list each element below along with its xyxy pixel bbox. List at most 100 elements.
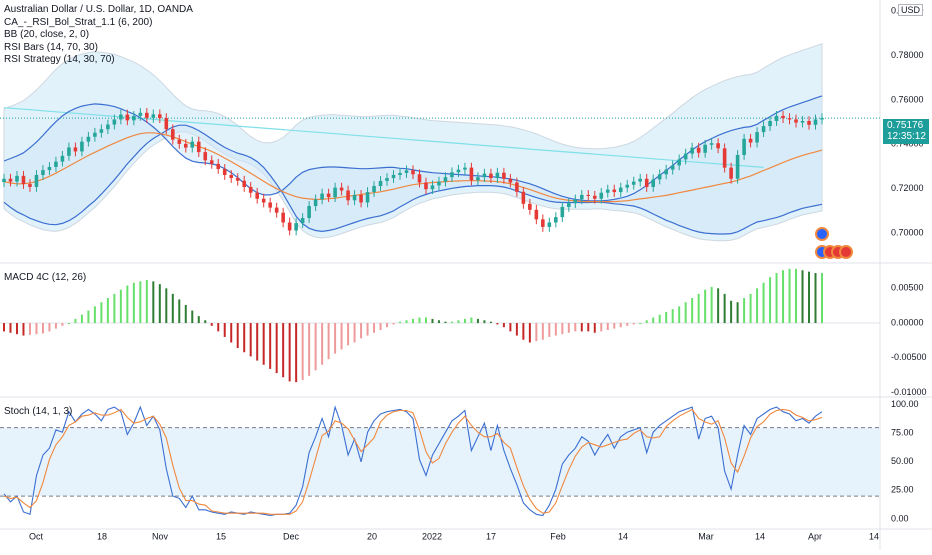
indicator-label-rsi-strategy[interactable]: RSI Strategy (14, 30, 70)	[4, 54, 115, 65]
macd-histogram-bar[interactable]	[736, 302, 739, 324]
event-marker-icon[interactable]	[815, 227, 829, 241]
candle-body[interactable]	[119, 114, 123, 120]
candle-body[interactable]	[132, 115, 136, 121]
macd-histogram-bar[interactable]	[814, 273, 817, 324]
candle-body[interactable]	[502, 172, 506, 179]
indicator-label-strategy[interactable]: CA_-_RSI_Bol_Strat_1.1 (6, 200)	[4, 16, 153, 28]
candle-body[interactable]	[579, 194, 584, 200]
candle-body[interactable]	[158, 114, 162, 119]
macd-histogram-bar[interactable]	[139, 281, 142, 324]
macd-histogram-bar[interactable]	[509, 323, 512, 332]
candle-body[interactable]	[313, 199, 318, 207]
candle-body[interactable]	[586, 194, 591, 196]
symbol-title[interactable]: Australian Dollar / U.S. Dollar, 1D, OAN…	[4, 4, 193, 15]
candle-body[interactable]	[80, 141, 84, 152]
candle-body[interactable]	[644, 178, 649, 187]
macd-histogram-bar[interactable]	[171, 293, 174, 324]
macd-histogram-bar[interactable]	[301, 323, 304, 381]
candle-body[interactable]	[47, 166, 52, 171]
macd-histogram-bar[interactable]	[308, 323, 311, 376]
macd-histogram-bar[interactable]	[223, 323, 226, 337]
candle-body[interactable]	[41, 170, 45, 175]
currency-badge[interactable]: USD	[898, 4, 924, 16]
candle-body[interactable]	[768, 121, 772, 127]
candle-body[interactable]	[268, 202, 272, 208]
candle-body[interactable]	[495, 172, 500, 179]
macd-histogram-bar[interactable]	[113, 293, 116, 324]
macd-histogram-bar[interactable]	[730, 300, 733, 324]
candle-body[interactable]	[794, 119, 798, 123]
macd-histogram-bar[interactable]	[314, 323, 317, 371]
candle-body[interactable]	[183, 143, 188, 148]
macd-histogram-bar[interactable]	[762, 282, 765, 324]
macd-histogram-bar[interactable]	[593, 323, 596, 333]
stoch-pane[interactable]	[0, 405, 880, 517]
candle-body[interactable]	[54, 161, 58, 167]
macd-histogram-bar[interactable]	[412, 318, 414, 324]
macd-histogram-bar[interactable]	[457, 320, 460, 324]
candle-body[interactable]	[683, 153, 688, 160]
macd-pane-title[interactable]: MACD 4C (12, 26)	[4, 272, 87, 283]
candle-body[interactable]	[339, 187, 344, 191]
candle-body[interactable]	[333, 187, 337, 198]
macd-histogram-bar[interactable]	[723, 293, 726, 324]
macd-histogram-bar[interactable]	[561, 323, 564, 335]
candle-body[interactable]	[807, 121, 811, 125]
candle-body[interactable]	[261, 198, 266, 203]
macd-histogram-bar[interactable]	[243, 323, 246, 353]
macd-histogram-bar[interactable]	[756, 288, 759, 324]
macd-histogram-bar[interactable]	[41, 323, 44, 334]
macd-histogram-bar[interactable]	[671, 309, 674, 324]
macd-histogram-bar[interactable]	[632, 323, 635, 325]
candle-body[interactable]	[359, 194, 363, 203]
macd-histogram-bar[interactable]	[74, 318, 77, 324]
macd-histogram-bar[interactable]	[3, 323, 5, 332]
candle-body[interactable]	[528, 203, 532, 210]
candle-body[interactable]	[716, 143, 720, 149]
candle-body[interactable]	[690, 147, 694, 154]
macd-histogram-bar[interactable]	[418, 317, 421, 324]
candle-body[interactable]	[112, 119, 117, 125]
candle-body[interactable]	[567, 203, 571, 207]
candle-body[interactable]	[378, 180, 383, 187]
candle-body[interactable]	[138, 112, 143, 116]
candle-body[interactable]	[60, 155, 65, 162]
macd-histogram-bar[interactable]	[295, 323, 298, 383]
macd-histogram-bar[interactable]	[399, 321, 402, 324]
macd-histogram-bar[interactable]	[9, 323, 12, 333]
macd-histogram-bar[interactable]	[48, 323, 51, 332]
macd-histogram-bar[interactable]	[489, 321, 492, 324]
macd-histogram-bar[interactable]	[515, 323, 518, 336]
macd-histogram-bar[interactable]	[379, 323, 382, 330]
candle-body[interactable]	[404, 170, 409, 173]
candle-body[interactable]	[573, 199, 578, 204]
macd-histogram-bar[interactable]	[522, 323, 525, 340]
candle-body[interactable]	[722, 148, 727, 168]
candle-body[interactable]	[625, 184, 630, 188]
candle-body[interactable]	[287, 222, 292, 231]
candle-body[interactable]	[463, 167, 467, 170]
macd-histogram-bar[interactable]	[373, 323, 376, 333]
candle-body[interactable]	[476, 177, 480, 181]
candle-body[interactable]	[15, 175, 19, 182]
candle-body[interactable]	[235, 178, 240, 181]
candle-body[interactable]	[820, 118, 824, 120]
candle-body[interactable]	[456, 169, 461, 173]
macd-histogram-bar[interactable]	[775, 273, 778, 324]
macd-histogram-bar[interactable]	[567, 323, 570, 333]
macd-histogram-bar[interactable]	[28, 323, 31, 335]
macd-histogram-bar[interactable]	[626, 323, 629, 326]
candle-body[interactable]	[489, 173, 493, 179]
macd-histogram-bar[interactable]	[197, 316, 200, 324]
macd-histogram-bar[interactable]	[35, 323, 38, 335]
candle-body[interactable]	[755, 132, 759, 143]
macd-histogram-bar[interactable]	[360, 323, 363, 339]
candle-body[interactable]	[547, 222, 552, 227]
candle-body[interactable]	[709, 143, 714, 145]
macd-histogram-bar[interactable]	[769, 277, 772, 324]
macd-histogram-bar[interactable]	[347, 323, 350, 346]
macd-histogram-bar[interactable]	[353, 323, 356, 343]
macd-histogram-bar[interactable]	[554, 323, 557, 336]
candle-body[interactable]	[430, 185, 435, 190]
macd-histogram-bar[interactable]	[431, 318, 434, 324]
